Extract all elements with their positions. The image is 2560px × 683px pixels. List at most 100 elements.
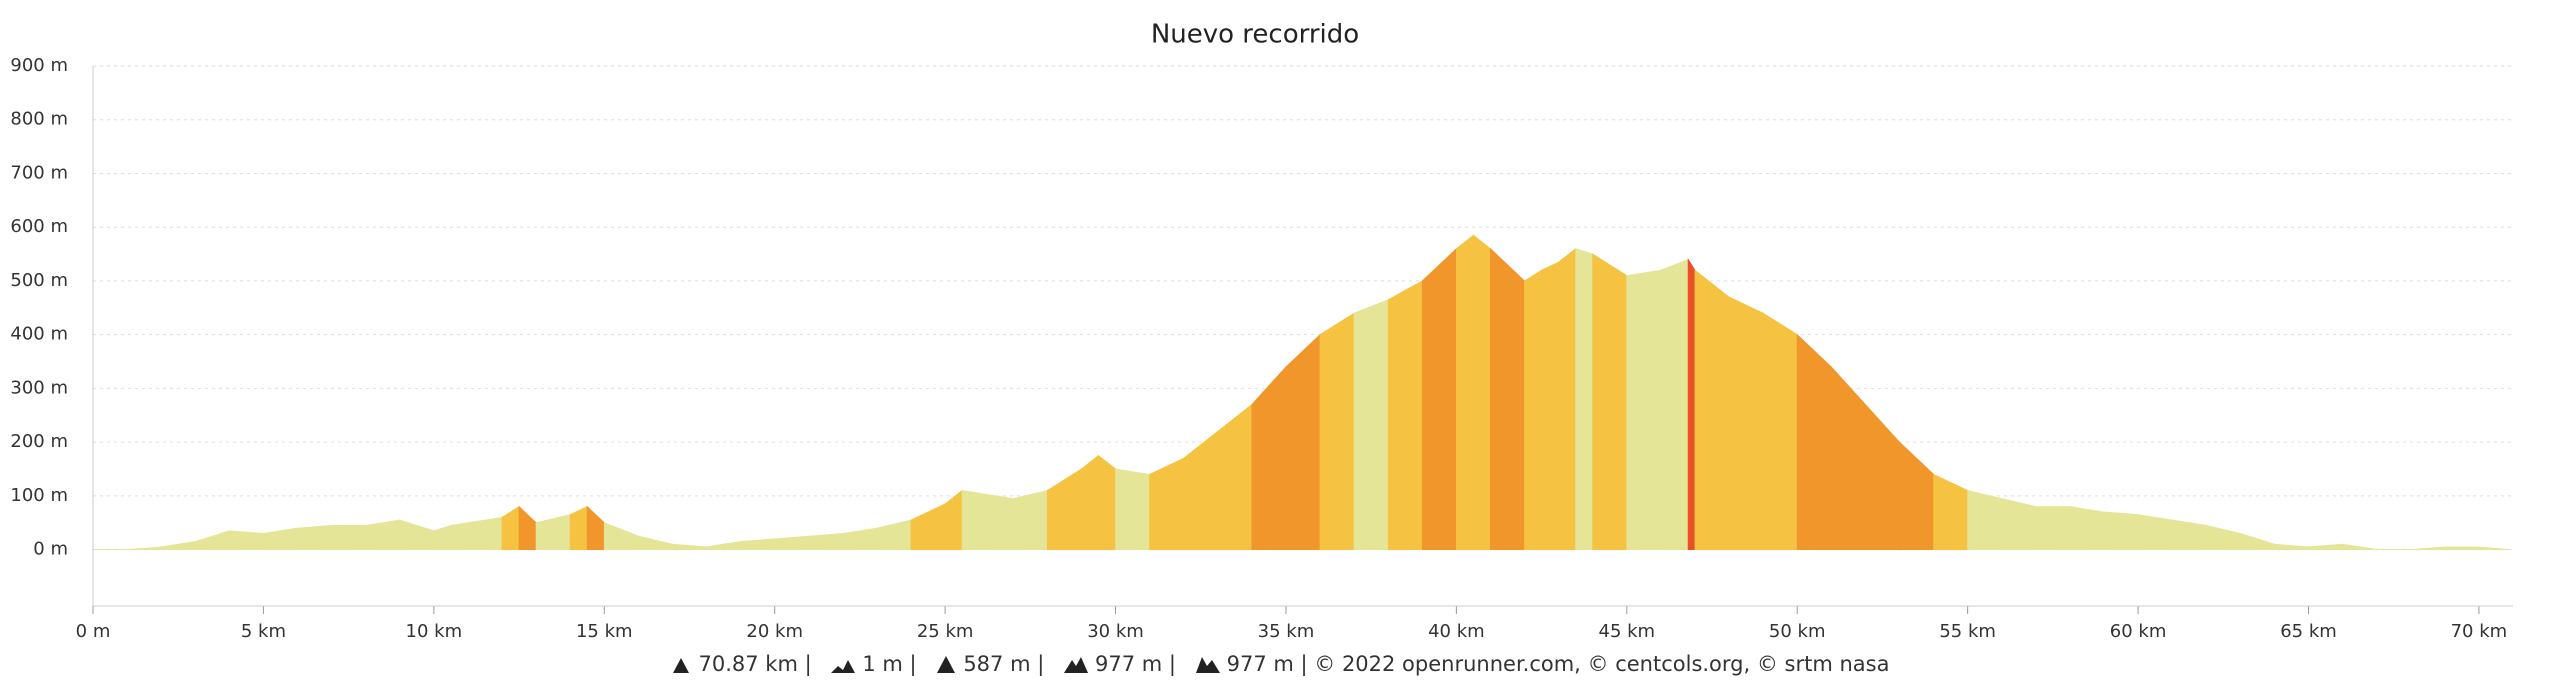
icon-distance <box>672 658 689 673</box>
x-tick-label: 0 m <box>76 621 111 640</box>
elevation-segment <box>535 514 571 550</box>
elevation-segment <box>2239 532 2275 550</box>
x-tick-label: 25 km <box>917 621 974 640</box>
elevation-segment <box>228 530 264 550</box>
elevation-segment <box>194 530 230 550</box>
elevation-segment <box>2444 546 2480 550</box>
elevation-segment <box>569 505 588 550</box>
x-tick-label: 50 km <box>1769 621 1826 640</box>
elevation-segment <box>1319 312 1355 550</box>
elevation-segment <box>365 519 401 550</box>
elevation-segment <box>1455 234 1474 550</box>
y-tick-label: 0 m <box>33 539 68 560</box>
chart: Nuevo recorrido 0 m 100 m 200 m 300 m 400 m 5… <box>10 20 2513 640</box>
elevation-segment <box>1687 258 1696 550</box>
y-tick-label: 600 m <box>10 216 68 237</box>
elevation-segment <box>2103 511 2139 550</box>
elevation-segment <box>1421 247 1457 550</box>
elevation-segment <box>1899 441 1934 550</box>
elevation-segment <box>1251 365 1287 550</box>
elevation-segment <box>1830 365 1866 550</box>
elevation-segment <box>1473 234 1491 550</box>
elevation-segment <box>2069 506 2105 550</box>
footer: 70.87 km | 1 m | 587 m | 977 m | 977 m |… <box>0 652 2560 676</box>
elevation-segment <box>2171 519 2207 550</box>
x-tick-label: 35 km <box>1258 621 1315 640</box>
elevation-segment <box>978 492 1014 550</box>
x-tick-label: 45 km <box>1599 621 1656 640</box>
y-tick-label: 100 m <box>10 485 68 506</box>
elevation-segment <box>1694 269 1730 550</box>
elevation-segment <box>961 490 980 550</box>
elevation-segment <box>1353 299 1389 550</box>
elevation-segment <box>2001 498 2037 550</box>
elevation-segment <box>399 519 435 550</box>
elevation-segment <box>876 519 912 550</box>
y-tick-label: 500 m <box>10 270 68 291</box>
stat-min: 1 m | <box>862 652 917 676</box>
elevation-segment <box>603 522 639 550</box>
elevation-segment <box>774 535 810 550</box>
elevation-segment <box>637 535 673 550</box>
chart-title: Nuevo recorrido <box>1151 20 1359 50</box>
elevation-segment <box>127 546 162 550</box>
elevation-segment <box>910 503 946 550</box>
icon-gain <box>1063 657 1088 673</box>
elevation-segment <box>1762 312 1798 550</box>
elevation-segment <box>2478 546 2509 550</box>
y-tick-label: 300 m <box>10 377 68 398</box>
elevation-segment <box>467 516 503 550</box>
elevation-segment <box>518 505 537 550</box>
icon-min <box>831 660 856 673</box>
elevation-segment <box>1626 269 1662 550</box>
elevation-segment <box>1575 248 1594 550</box>
elevation-segment <box>1217 403 1253 550</box>
elevation-segment <box>1524 269 1542 550</box>
elevation-segment <box>1796 333 1832 550</box>
x-tick-label: 60 km <box>2110 621 2167 640</box>
stat-distance: 70.87 km | <box>698 652 812 676</box>
x-tick-label: 55 km <box>1939 621 1996 640</box>
elevation-segment <box>1660 258 1689 550</box>
elevation-segment <box>1592 253 1628 550</box>
elevation-segment <box>1285 333 1321 550</box>
elevation-segment <box>1541 261 1560 550</box>
y-tick-label: 200 m <box>10 431 68 452</box>
x-tick-label: 65 km <box>2280 621 2337 640</box>
icon-max <box>937 656 956 673</box>
elevation-segment <box>2342 543 2377 550</box>
elevation-segment <box>297 524 332 550</box>
elevation-segment <box>740 538 776 550</box>
y-tick-label: 800 m <box>10 109 68 130</box>
elevation-segment <box>331 525 367 550</box>
elevation-segment <box>672 543 707 550</box>
elevation-segment <box>1012 489 1048 550</box>
elevation-segment <box>2205 524 2241 550</box>
elevation-segment <box>2410 546 2446 550</box>
x-tick-label: 15 km <box>576 621 633 640</box>
elevation-segment <box>1490 247 1525 550</box>
elevation-segment <box>808 533 844 550</box>
x-tick-label: 70 km <box>2451 621 2508 640</box>
icon-loss <box>1195 657 1220 673</box>
elevation-segment <box>842 527 878 550</box>
elevation-segment <box>1081 454 1099 550</box>
stat-max: 587 m | <box>963 652 1045 676</box>
elevation-segment <box>2137 514 2173 550</box>
elevation-segment <box>2035 506 2071 550</box>
elevation-segment <box>1149 457 1185 550</box>
elevation-segment <box>944 489 963 550</box>
elevation-segment <box>1558 247 1577 550</box>
elevation-segment <box>433 524 452 550</box>
elevation-segment <box>2274 543 2309 550</box>
stat-gain: 977 m | <box>1094 652 1176 676</box>
elevation-segment <box>1933 473 1969 550</box>
elevation-segment <box>1183 430 1219 550</box>
elevation-segment <box>1098 454 1116 550</box>
elevation-segment <box>501 505 520 550</box>
elevation-segment <box>263 527 298 550</box>
elevation-segment <box>160 541 196 550</box>
elevation-segment <box>2308 543 2343 550</box>
elevation-segment <box>1387 280 1423 550</box>
